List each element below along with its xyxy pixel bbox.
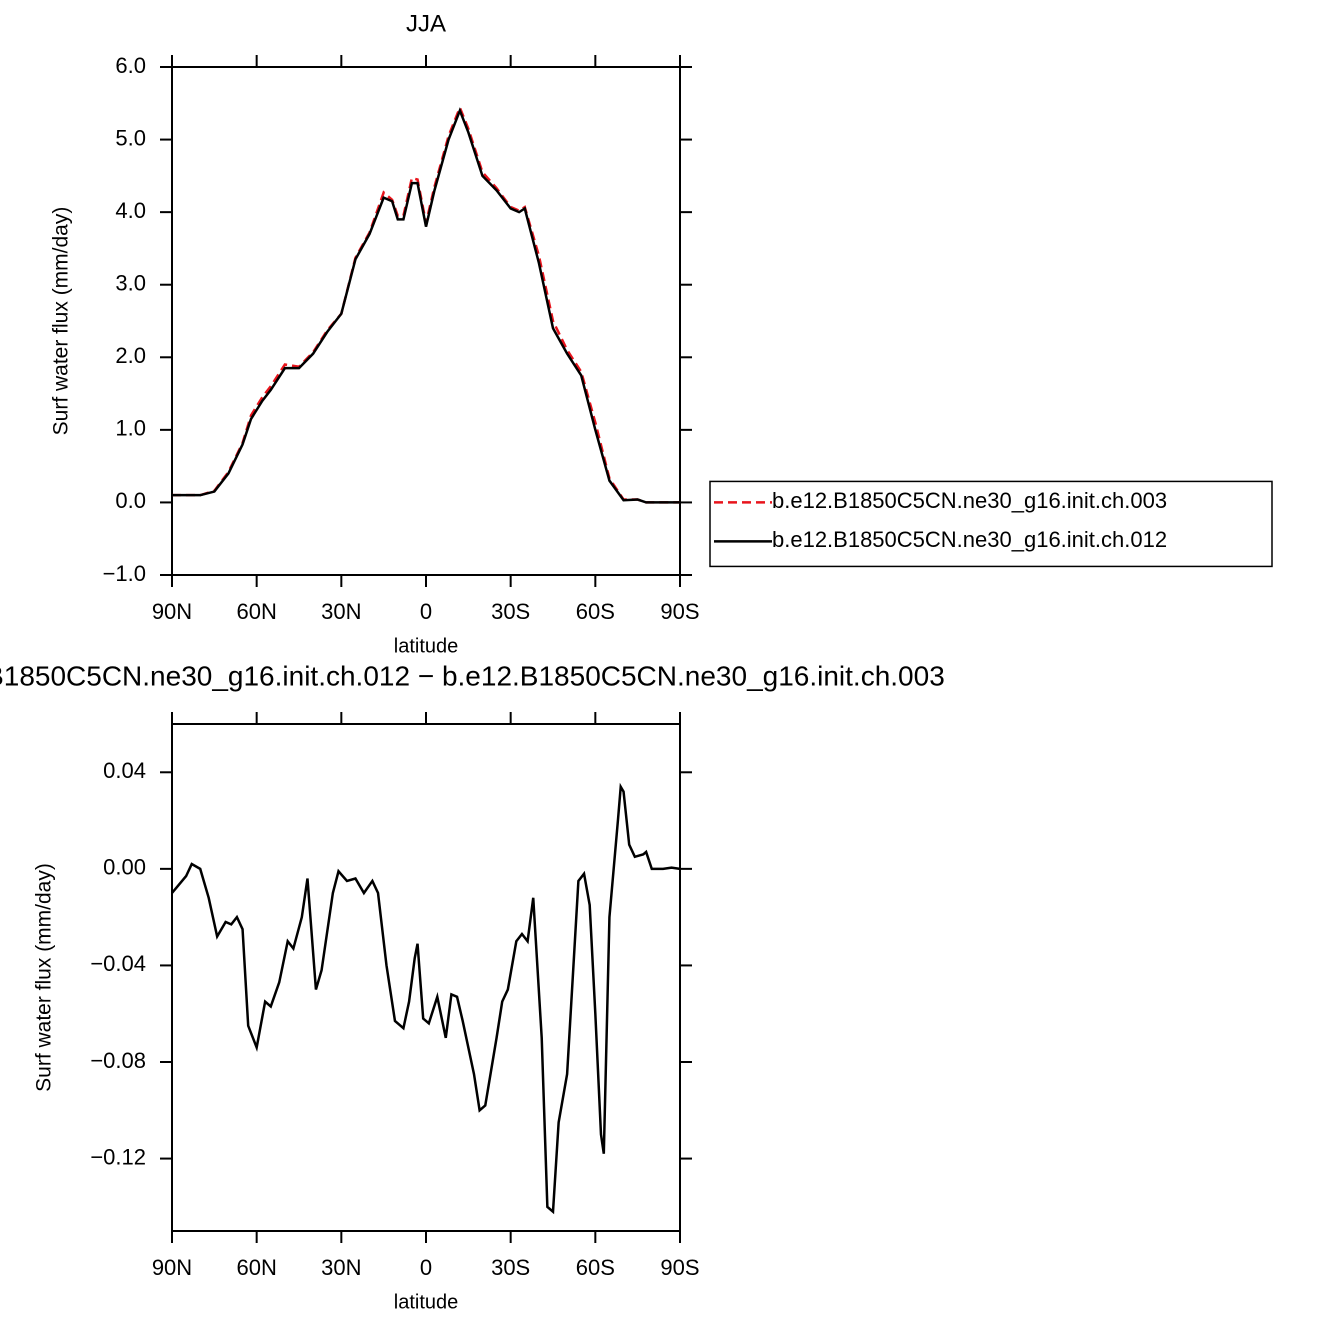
y-tick-label: 6.0 xyxy=(115,53,146,78)
data-line xyxy=(171,782,681,1215)
plot-frame xyxy=(171,66,681,576)
x-tick-label: 30S xyxy=(491,1255,530,1280)
x-axis-label: latitude xyxy=(394,635,459,657)
x-tick-label: 60N xyxy=(236,1255,276,1280)
chart-title: JJA xyxy=(406,10,446,37)
y-tick-label: 0.0 xyxy=(115,488,146,513)
y-tick-label: 0.04 xyxy=(103,758,146,783)
y-tick-label: 4.0 xyxy=(115,198,146,223)
x-tick-label: 60N xyxy=(236,599,276,624)
x-tick-label: 0 xyxy=(420,1255,432,1280)
legend-box xyxy=(709,480,1273,568)
x-tick-label: 90N xyxy=(152,599,192,624)
legend-label: b.e12.B1850C5CN.ne30_g16.init.ch.003 xyxy=(772,488,1167,513)
x-tick-label: 0 xyxy=(420,599,432,624)
x-axis-label: latitude xyxy=(394,1291,459,1313)
y-tick-label: −1.0 xyxy=(103,561,146,586)
y-tick-label: 1.0 xyxy=(115,416,146,441)
y-tick-label: 0.00 xyxy=(103,855,146,880)
chart-title: b.e12.B1850C5CN.ne30_g16.init.ch.012 − b… xyxy=(0,660,945,691)
x-tick-label: 90N xyxy=(152,1255,192,1280)
x-tick-label: 30N xyxy=(321,1255,361,1280)
y-tick-label: 3.0 xyxy=(115,271,146,296)
y-tick-label: −0.04 xyxy=(90,951,146,976)
y-tick-label: −0.08 xyxy=(90,1048,146,1073)
y-tick-label: −0.12 xyxy=(90,1144,146,1169)
plot-frame xyxy=(171,723,681,1232)
y-tick-label: 5.0 xyxy=(115,125,146,150)
data-line xyxy=(172,104,680,504)
y-axis-label: Surf water flux (mm/day) xyxy=(33,863,56,1092)
x-tick-label: 60S xyxy=(576,1255,615,1280)
data-line xyxy=(172,107,680,504)
x-tick-label: 60S xyxy=(576,599,615,624)
y-axis-label: Surf water flux (mm/day) xyxy=(50,207,73,436)
y-tick-label: 2.0 xyxy=(115,343,146,368)
x-tick-label: 30N xyxy=(321,599,361,624)
x-tick-label: 90S xyxy=(660,1255,699,1280)
legend-label: b.e12.B1850C5CN.ne30_g16.init.ch.012 xyxy=(772,527,1167,552)
x-tick-label: 90S xyxy=(660,599,699,624)
x-tick-label: 30S xyxy=(491,599,530,624)
